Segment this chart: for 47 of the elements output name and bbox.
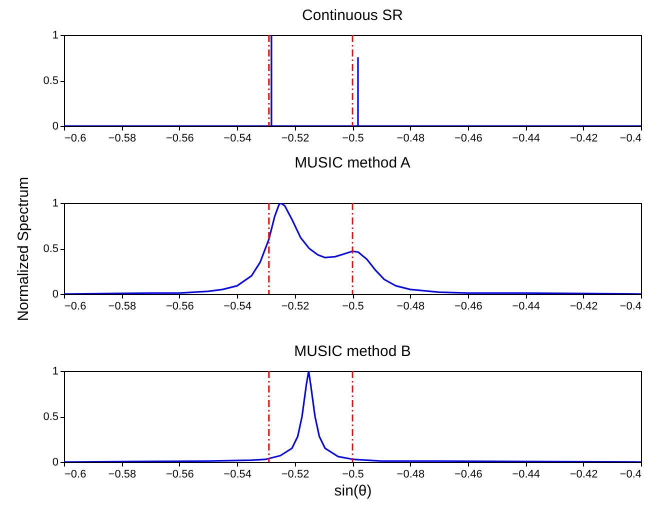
chart-title: MUSIC method A (294, 154, 410, 172)
x-tick-label: −0.58 (108, 132, 136, 144)
x-tick-label: −0.6 (64, 300, 86, 312)
x-tick-label: −0.48 (396, 300, 425, 312)
y-tick-label: 1 (52, 366, 58, 378)
x-tick-label: −0.56 (166, 300, 194, 312)
chart-title: Continuous SR (302, 7, 404, 24)
y-tick-label: 0 (52, 288, 58, 300)
x-tick-label: −0.56 (166, 132, 194, 144)
y-tick-label: 0.5 (43, 243, 58, 255)
chart-title: MUSIC method B (294, 343, 411, 360)
x-tick-label: −0.4 (620, 300, 642, 312)
x-tick-label: −0.5 (342, 468, 364, 480)
x-tick-label: −0.46 (454, 132, 482, 144)
x-tick-label: −0.54 (224, 468, 252, 480)
x-tick-label: −0.6 (64, 468, 86, 480)
x-tick-label: −0.42 (570, 300, 598, 312)
x-tick-label: −0.46 (454, 468, 482, 480)
x-tick-label: −0.42 (570, 468, 598, 480)
y-tick-label: 1 (52, 198, 58, 210)
y-tick-label: 1 (52, 30, 58, 42)
x-tick-label: −0.52 (281, 300, 310, 312)
x-tick-label: −0.6 (64, 132, 86, 144)
x-tick-label: −0.44 (512, 132, 540, 144)
x-tick-label: −0.58 (108, 468, 136, 480)
y-tick-label: 0 (52, 456, 58, 468)
x-tick-label: −0.48 (396, 132, 425, 144)
y-tick-label: 0 (52, 120, 58, 132)
x-tick-label: −0.44 (512, 300, 540, 312)
x-tick-label: −0.58 (108, 300, 136, 312)
x-tick-label: −0.4 (620, 132, 642, 144)
x-tick-label: −0.56 (166, 468, 194, 480)
y-tick-label: 0.5 (43, 75, 58, 87)
x-tick-label: −0.5 (342, 132, 364, 144)
x-tick-label: −0.54 (224, 300, 252, 312)
x-tick-label: −0.42 (570, 132, 598, 144)
x-tick-label: −0.54 (224, 132, 252, 144)
y-axis-title: Normalized Spectrum (15, 176, 32, 322)
x-tick-label: −0.52 (281, 468, 310, 480)
x-tick-label: −0.52 (281, 132, 310, 144)
x-tick-label: −0.4 (620, 468, 642, 480)
x-tick-label: −0.46 (454, 300, 482, 312)
x-axis-title: sin(θ) (334, 482, 372, 500)
x-tick-label: −0.48 (396, 468, 425, 480)
x-tick-label: −0.5 (342, 300, 364, 312)
y-tick-label: 0.5 (43, 411, 58, 423)
x-tick-label: −0.44 (512, 468, 540, 480)
